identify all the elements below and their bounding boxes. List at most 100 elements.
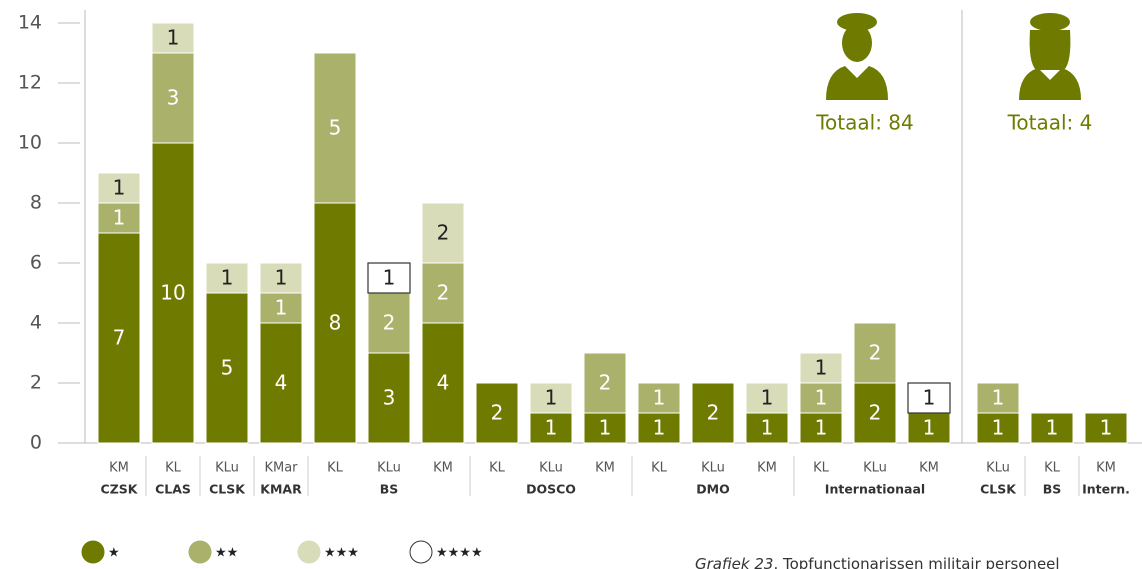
bar-segment	[799, 412, 843, 444]
x-tick-label: KM	[595, 461, 615, 476]
group-label: BS	[1043, 482, 1062, 497]
y-tick-label: 2	[30, 372, 42, 394]
group-label: CLSK	[980, 482, 1017, 497]
x-tick-label: KL	[813, 461, 830, 476]
bar-segment	[367, 292, 411, 354]
value-label: 3	[383, 386, 396, 410]
value-label: 1	[761, 386, 774, 410]
legend-label: ★★	[215, 546, 238, 561]
annotation: Totaal: 4	[1007, 111, 1093, 135]
value-label: 4	[437, 371, 450, 395]
x-tick-label: KL	[489, 461, 506, 476]
bar-segment	[799, 382, 843, 414]
legend-label: ★	[108, 546, 120, 561]
x-tick-label: KM	[433, 461, 453, 476]
legend-label: ★★★	[324, 546, 359, 561]
legend-swatch	[81, 540, 105, 564]
bar-segment	[367, 262, 411, 294]
value-label: 1	[815, 416, 828, 440]
bar-segment	[205, 262, 249, 294]
x-tick-label: KLu	[539, 461, 563, 476]
group-label: BS	[380, 482, 399, 497]
bar-segment	[1030, 412, 1074, 444]
value-label: 2	[437, 281, 450, 305]
group-label: CZSK	[101, 482, 139, 497]
value-label: 1	[923, 386, 936, 410]
value-label: 1	[653, 386, 666, 410]
bar-segment	[529, 382, 573, 414]
group-label: Internationaal	[825, 482, 925, 497]
bar-segment	[799, 352, 843, 384]
bar-segment	[313, 202, 357, 444]
bar-segment	[151, 22, 195, 54]
x-tick-label: KLu	[863, 461, 887, 476]
value-label: 1	[992, 416, 1005, 440]
x-tick-label: KM	[1096, 461, 1116, 476]
value-label: 1	[992, 386, 1005, 410]
bar-segment	[259, 262, 303, 294]
bar-segment	[583, 352, 627, 414]
y-tick-label: 6	[30, 252, 42, 274]
bar-segment	[853, 382, 897, 444]
x-tick-label: KL	[165, 461, 182, 476]
value-label: 2	[869, 341, 882, 365]
bar-segment	[151, 52, 195, 144]
x-tick-label: KMar	[264, 461, 298, 476]
legend-swatch	[409, 540, 433, 564]
value-label: 1	[599, 416, 612, 440]
group-label: CLSK	[209, 482, 246, 497]
value-label: 5	[329, 116, 342, 140]
bar-segment	[976, 382, 1020, 414]
bar-segment	[205, 292, 249, 444]
x-tick-label: KM	[109, 461, 129, 476]
y-tick-label: 14	[18, 12, 42, 34]
value-label: 1	[761, 416, 774, 440]
group-label: DOSCO	[526, 482, 576, 497]
x-tick-label: KLu	[986, 461, 1010, 476]
icon-female	[1019, 13, 1081, 100]
y-tick-label: 8	[30, 192, 42, 214]
group-label: KMAR	[260, 482, 302, 497]
value-label: 1	[113, 206, 126, 230]
icon-male	[826, 13, 888, 100]
value-label: 2	[437, 221, 450, 245]
x-tick-label: KLu	[377, 461, 401, 476]
bar-segment	[421, 202, 465, 264]
x-tick-label: KL	[651, 461, 668, 476]
value-label: 1	[167, 26, 180, 50]
caption-text: . Topfunctionarissen militair personeel	[773, 555, 1059, 569]
y-tick-label: 10	[18, 132, 42, 154]
y-tick-label: 4	[30, 312, 42, 334]
value-label: 1	[815, 356, 828, 380]
value-label: 2	[599, 371, 612, 395]
value-label: 2	[383, 311, 396, 335]
value-label: 2	[491, 401, 504, 425]
x-tick-label: KL	[327, 461, 344, 476]
legend-label: ★★★★	[436, 546, 483, 561]
value-label: 5	[221, 356, 234, 380]
group-label: Intern.	[1082, 482, 1130, 497]
value-label: 1	[923, 416, 936, 440]
bar-segment	[151, 142, 195, 444]
bar-segment	[97, 172, 141, 204]
value-label: 1	[545, 386, 558, 410]
bar-segment	[853, 322, 897, 384]
y-tick-label: 0	[30, 432, 42, 454]
bar-segment	[976, 412, 1020, 444]
bar-segment	[97, 232, 141, 444]
value-label: 8	[329, 311, 342, 335]
bar-segment	[691, 382, 735, 444]
x-tick-label: KLu	[701, 461, 725, 476]
value-label: 1	[113, 176, 126, 200]
bar-segment	[313, 52, 357, 204]
bar-segment	[1084, 412, 1128, 444]
value-label: 1	[1046, 416, 1059, 440]
bar-segment	[421, 262, 465, 324]
bar-segment	[745, 382, 789, 414]
value-label: 1	[275, 266, 288, 290]
value-label: 1	[815, 386, 828, 410]
value-label: 1	[275, 296, 288, 320]
bar-segment	[637, 382, 681, 414]
value-label: 1	[545, 416, 558, 440]
